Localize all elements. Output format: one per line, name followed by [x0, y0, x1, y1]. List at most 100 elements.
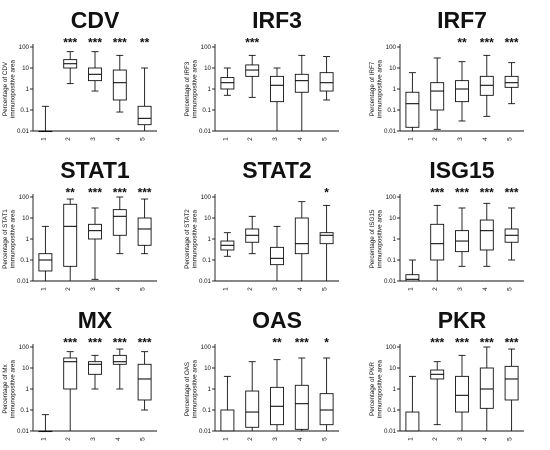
- box-4: [294, 54, 309, 132]
- significance-marker: ***: [505, 36, 519, 50]
- significance-marker: ***: [430, 186, 444, 200]
- significance-marker: ***: [455, 336, 469, 350]
- y-tick-label: 10: [389, 215, 396, 222]
- y-axis-label: immunopositive area: [10, 59, 17, 118]
- category-label: 5: [140, 287, 147, 291]
- category-label: 1: [407, 137, 414, 141]
- box-5: [319, 357, 334, 432]
- significance-marker: ***: [505, 336, 519, 350]
- box-5: [137, 351, 152, 411]
- y-tick-label: 100: [201, 194, 212, 201]
- box-iqr: [220, 409, 235, 432]
- box-iqr: [405, 274, 420, 282]
- y-tick-label: 10: [204, 365, 211, 372]
- panel-title: OAS: [252, 307, 302, 333]
- y-axis-label: Percentage of IRF7: [369, 61, 376, 116]
- box-1: [220, 375, 235, 432]
- y-tick-label: 0.01: [199, 128, 212, 135]
- box-2: [430, 204, 445, 282]
- y-tick-label: 100: [201, 44, 212, 51]
- panel-stat2: STAT2 Percentage of STAT2 immunopositive a…: [184, 157, 339, 291]
- box-iqr: [63, 203, 78, 267]
- box-iqr: [270, 75, 284, 103]
- y-axis-label: immunopositive area: [377, 59, 384, 118]
- box-iqr: [88, 223, 102, 240]
- y-tick-label: 0.01: [17, 278, 30, 285]
- category-label: 1: [40, 437, 47, 441]
- box-4: [112, 54, 127, 113]
- y-axis-label: Percentage of STAT2: [184, 209, 191, 269]
- category-label: 2: [247, 437, 254, 441]
- box-iqr: [405, 91, 420, 128]
- box-3: [455, 207, 469, 267]
- y-tick-label: 0.1: [202, 107, 211, 114]
- y-axis-label: Percentage of IRF3: [184, 61, 191, 116]
- significance-marker: **: [272, 336, 282, 350]
- y-tick-label: 1: [393, 236, 397, 243]
- y-tick-label: 100: [201, 344, 212, 351]
- box-iqr: [504, 75, 519, 88]
- box-iqr: [430, 223, 445, 261]
- box-2: [63, 351, 78, 432]
- box-iqr: [112, 69, 127, 101]
- y-tick-label: 0.1: [20, 107, 29, 114]
- category-label: 5: [322, 437, 329, 441]
- panel-title: STAT2: [242, 157, 311, 183]
- box-3: [88, 51, 102, 92]
- y-tick-label: 0.01: [199, 428, 212, 435]
- category-label: 4: [297, 137, 304, 141]
- y-tick-label: 1: [393, 386, 397, 393]
- y-tick-label: 0.1: [20, 407, 29, 414]
- y-tick-label: 1: [208, 236, 212, 243]
- y-tick-label: 10: [204, 65, 211, 72]
- box-iqr: [319, 393, 334, 426]
- y-tick-label: 10: [22, 65, 29, 72]
- y-tick-label: 1: [26, 86, 30, 93]
- significance-marker: ***: [480, 36, 494, 50]
- category-label: 5: [507, 437, 514, 441]
- significance-marker: ***: [113, 36, 127, 50]
- category-label: 2: [247, 287, 254, 291]
- box-iqr: [294, 73, 309, 93]
- y-axis-label: Percentage of PKR: [369, 362, 376, 416]
- category-label: 3: [272, 137, 279, 141]
- category-label: 5: [140, 437, 147, 441]
- panel-stat1: STAT1 Percentage of STAT1 immunopositive a…: [2, 157, 157, 291]
- y-tick-label: 1: [26, 386, 30, 393]
- significance-marker: ***: [505, 186, 519, 200]
- y-axis-label: immunopositive area: [377, 209, 384, 268]
- category-label: 5: [322, 287, 329, 291]
- significance-marker: ***: [138, 186, 152, 200]
- category-label: 2: [432, 137, 439, 141]
- box-iqr: [455, 375, 469, 413]
- y-axis-label: Percentage of ISG15: [369, 209, 376, 268]
- category-label: 4: [482, 437, 489, 441]
- box-2: [430, 57, 445, 130]
- box-4: [294, 357, 309, 432]
- box-4: [479, 54, 494, 117]
- significance-marker: **: [66, 186, 76, 200]
- category-label: 4: [297, 287, 304, 291]
- y-tick-label: 0.01: [384, 428, 397, 435]
- box-1: [405, 259, 420, 282]
- significance-marker: ***: [63, 336, 77, 350]
- y-tick-label: 10: [204, 215, 211, 222]
- significance-marker: **: [457, 36, 467, 50]
- y-axis-label: immunopositive area: [192, 209, 199, 268]
- y-axis-label: Percentage of STAT1: [2, 209, 9, 269]
- box-iqr: [504, 365, 519, 401]
- box-iqr: [479, 367, 494, 409]
- y-axis-label: immunopositive area: [192, 359, 199, 418]
- box-2: [245, 361, 260, 432]
- y-tick-label: 0.1: [202, 407, 211, 414]
- category-label: 5: [507, 137, 514, 141]
- box-iqr: [294, 384, 309, 430]
- category-label: 2: [432, 437, 439, 441]
- y-tick-label: 100: [19, 44, 30, 51]
- y-tick-label: 1: [208, 386, 212, 393]
- y-tick-label: 100: [386, 344, 397, 351]
- y-tick-label: 100: [386, 44, 397, 51]
- y-tick-label: 0.01: [384, 278, 397, 285]
- box-4: [479, 346, 494, 432]
